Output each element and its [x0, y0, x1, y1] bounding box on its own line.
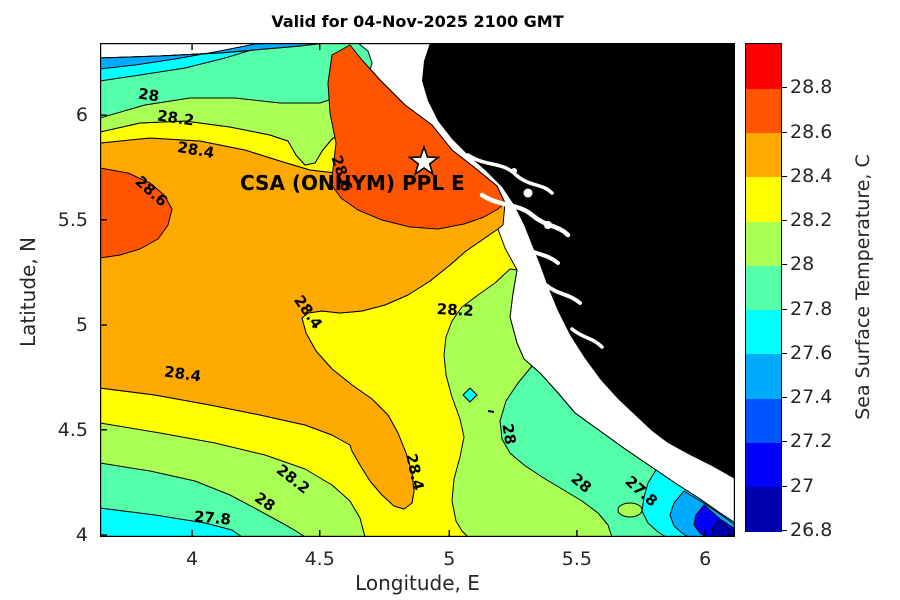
y-axis-label: Latitude, N [16, 237, 40, 347]
colorbar-tick [782, 308, 787, 310]
contour-label-28.2: 28.2 [156, 107, 195, 130]
colorbar-tick [782, 220, 787, 222]
colorbar[interactable] [745, 43, 782, 532]
colorbar-tick-label-27.2: 27.2 [790, 430, 833, 453]
colorbar-tick-label-28.2: 28.2 [790, 209, 833, 232]
y-tick-6: 6 [75, 104, 88, 127]
contour-dash-mark [487, 410, 495, 413]
colorbar-segment-0 [746, 486, 781, 532]
x-tick-4.5: 4.5 [304, 548, 335, 570]
contour-label-27.8: 27.8 [193, 507, 231, 528]
colorbar-tick [782, 441, 787, 443]
x-tick-5: 5 [443, 548, 456, 570]
colorbar-tick [782, 397, 787, 399]
delta-lagoons [511, 168, 558, 335]
contour-label-28.2: 28.2 [436, 300, 474, 320]
colorbar-tick [782, 131, 787, 133]
plot-frame [100, 43, 735, 537]
colorbar-tick-label-28.8: 28.8 [790, 76, 833, 99]
delta-channels [466, 153, 604, 349]
station-star-marker[interactable] [407, 144, 441, 177]
colorbar-tick-label-27.8: 27.8 [790, 297, 833, 320]
band-28_6-28_8-coastal-ridge [327, 44, 506, 230]
y-tick-5: 5 [75, 314, 88, 337]
y-tick-4: 4 [75, 524, 88, 547]
colorbar-tick [782, 264, 787, 266]
contour-label-28.4: 28.4 [163, 363, 202, 386]
colorbar-segment-4 [746, 309, 781, 355]
y-tick-4.5: 4.5 [57, 418, 88, 441]
x-tick-6: 6 [699, 548, 712, 570]
warm-patch-in-spring-band [617, 502, 643, 518]
band-26_8-27_0-southeast [711, 520, 735, 537]
colorbar-tick [782, 530, 787, 531]
cool-anomaly-diamond [462, 387, 478, 403]
station-label: CSA (ONHYM) PPL E [240, 171, 465, 195]
colorbar-segment-10 [746, 44, 781, 89]
colorbar-segment-1 [746, 442, 781, 488]
colorbar-segment-3 [746, 353, 781, 399]
band-28_6-28_8-west-blob [100, 167, 173, 259]
colorbar-tick [782, 352, 787, 354]
colorbar-segment-2 [746, 398, 781, 444]
colorbar-tick-label-27.6: 27.6 [790, 341, 833, 364]
x-tick-4: 4 [186, 548, 199, 570]
colorbar-tick [782, 87, 787, 89]
colorbar-tick [782, 175, 787, 177]
map-plot-area[interactable]: CSA (ONHYM) PPL E 28 28.2 28.4 28.6 28.6 28.4… [100, 43, 735, 537]
colorbar-tick-label-28.6: 28.6 [790, 120, 833, 143]
colorbar-segment-8 [746, 132, 781, 178]
colorbar-tick [782, 485, 787, 487]
colorbar-tick-label-27.4: 27.4 [790, 386, 833, 409]
colorbar-tick-label-26.8: 26.8 [790, 519, 833, 541]
x-tick-5.5: 5.5 [561, 548, 592, 570]
contour-label-28: 28 [498, 422, 519, 446]
colorbar-segment-5 [746, 265, 781, 311]
colorbar-segment-6 [746, 221, 781, 266]
band-27_6-27_8-southwest [100, 507, 243, 537]
figure-title: Valid for 04-Nov-2025 2100 GMT [271, 12, 564, 31]
colorbar-tick-label-28.4: 28.4 [790, 164, 833, 187]
colorbar-segment-7 [746, 176, 781, 222]
colorbar-label: Sea Surface Temperature, C [852, 154, 874, 420]
colorbar-tick-label-27: 27 [790, 474, 815, 497]
x-axis-label: Longitude, E [355, 571, 480, 595]
colorbar-segment-9 [746, 88, 781, 134]
contour-label-28: 28 [137, 85, 160, 106]
land-mass [422, 43, 735, 479]
y-tick-5.5: 5.5 [57, 208, 88, 231]
colorbar-tick-label-28: 28 [790, 253, 815, 276]
